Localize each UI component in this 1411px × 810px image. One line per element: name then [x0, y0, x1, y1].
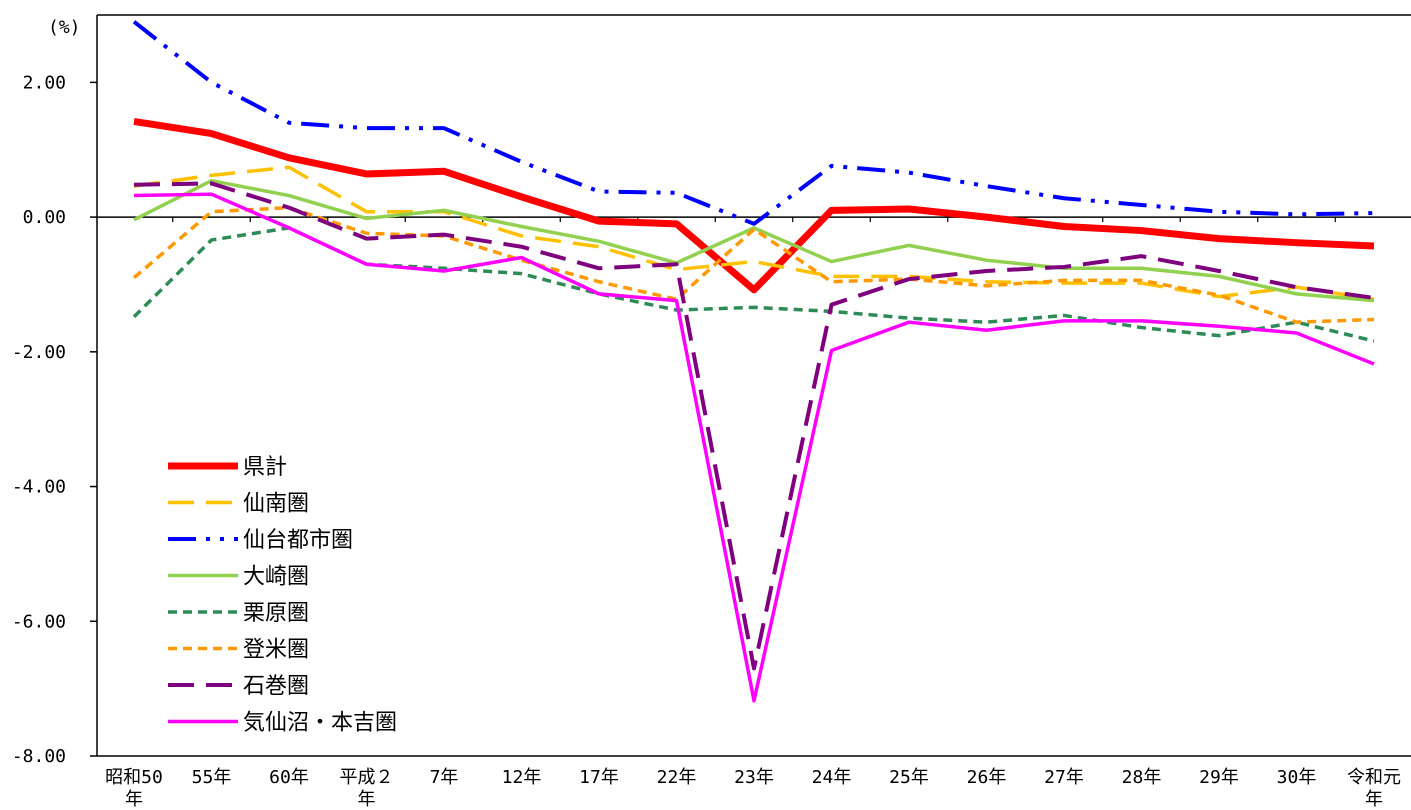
- y-tick-label: 0.00: [23, 207, 66, 228]
- series-line-7: [133, 181, 1375, 671]
- x-tick-label: 令和元年: [1347, 767, 1401, 810]
- x-axis-ticks: 昭和50 年 55年 60年 平成２年 7年 12年 17年 22年 23年 24年 25年 26年 27…: [105, 217, 1401, 810]
- legend-label-4: 大崎圏: [243, 565, 309, 590]
- y-tick-label: 2.00: [23, 72, 66, 93]
- x-tick-label: 7年: [430, 767, 459, 788]
- y-axis-ticks: 2.00 0.00 -2.00 -4.00 -6.00 -8.00: [12, 72, 97, 767]
- x-tick-label: 29年: [1199, 767, 1239, 788]
- legend-label-5: 栗原圏: [243, 601, 309, 626]
- series-line-2: [133, 165, 1375, 302]
- x-tick-label: 昭和50 年: [105, 767, 163, 810]
- series-line-3: [132, 20, 1375, 226]
- x-tick-label: 24年: [812, 767, 852, 788]
- legend-label-1: 県計: [243, 455, 287, 480]
- x-tick-label: 22年: [657, 767, 697, 788]
- y-axis-unit-label: (%): [48, 17, 81, 38]
- y-tick-label: -2.00: [12, 342, 66, 363]
- series-layer: [132, 20, 1375, 703]
- plot-frame: [96, 14, 1411, 757]
- x-tick-label: 30年: [1277, 767, 1317, 788]
- legend-label-7: 石巻圏: [243, 674, 309, 699]
- x-tick-label: 26年: [967, 767, 1007, 788]
- x-tick-label: 17年: [579, 767, 619, 788]
- x-tick-label: 23年: [734, 767, 774, 788]
- series-line-6: [132, 205, 1375, 324]
- legend-label-3: 仙台都市圏: [243, 528, 353, 553]
- x-tick-label: 12年: [502, 767, 542, 788]
- series-line-1: [133, 117, 1375, 294]
- x-tick-label: 55年: [192, 767, 232, 788]
- x-tick-label: 60年: [269, 767, 309, 788]
- series-line-8: [133, 192, 1375, 703]
- series-line-4: [133, 178, 1375, 303]
- x-tick-label: 25年: [889, 767, 929, 788]
- x-tick-label: 平成２年: [340, 767, 394, 810]
- y-tick-label: -4.00: [12, 477, 66, 498]
- legend-label-2: 仙南圏: [243, 492, 309, 517]
- y-tick-label: -6.00: [12, 611, 66, 632]
- x-tick-label: 27年: [1044, 767, 1084, 788]
- y-tick-label: -8.00: [12, 746, 66, 767]
- x-tick-label: 28年: [1122, 767, 1162, 788]
- legend-label-6: 登米圏: [243, 638, 309, 663]
- legend-label-8: 気仙沼・本吉圏: [243, 711, 397, 736]
